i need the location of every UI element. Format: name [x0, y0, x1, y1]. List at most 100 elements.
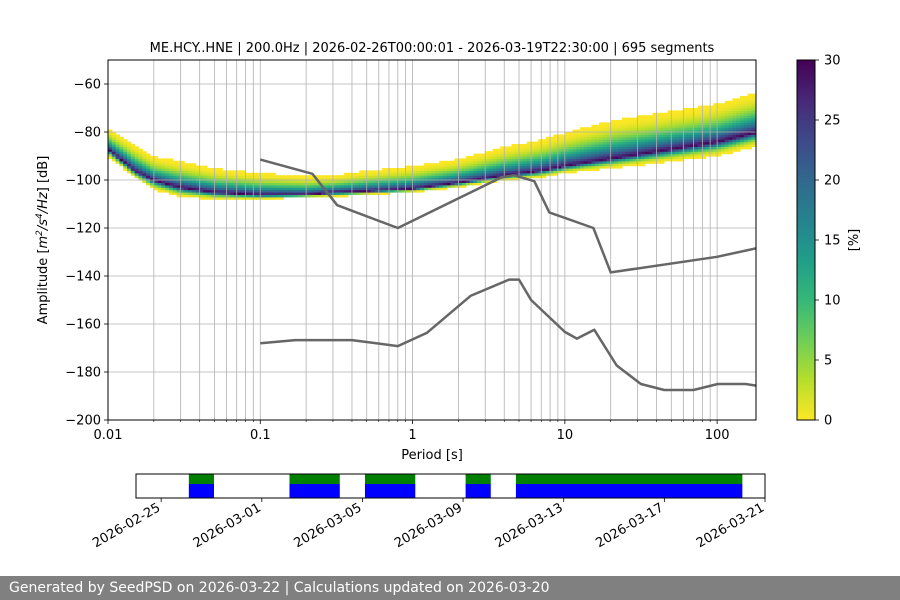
heatmap-cell: [465, 182, 471, 186]
heatmap-cell: [222, 184, 227, 188]
heatmap-cell: [233, 175, 239, 179]
heatmap-cell: [317, 194, 322, 198]
heatmap-cell: [496, 156, 501, 159]
heatmap-cell: [423, 180, 429, 183]
heatmap-cell: [519, 170, 524, 174]
heatmap-cell: [713, 103, 718, 107]
heatmap-cell: [458, 177, 463, 181]
heatmap-cell: [195, 180, 200, 183]
heatmap-cell: [477, 170, 482, 174]
heatmap-cell: [290, 192, 296, 195]
heatmap-cell: [709, 122, 714, 126]
heatmap-cell: [271, 180, 277, 183]
heatmap-cell: [549, 144, 555, 147]
heatmap-cell: [621, 153, 627, 157]
heatmap-cell: [203, 165, 208, 169]
heatmap-cell: [389, 170, 395, 174]
heatmap-cell: [705, 127, 711, 131]
heatmap-cell: [686, 115, 692, 119]
heatmap-cell: [355, 182, 360, 186]
heatmap-cell: [530, 156, 535, 159]
heatmap-cell: [473, 153, 478, 157]
heatmap-cell: [302, 189, 307, 193]
heatmap-cell: [146, 168, 151, 171]
heatmap-cell: [682, 122, 688, 126]
heatmap-cell: [690, 120, 695, 123]
heatmap-cell: [248, 182, 254, 186]
heatmap-cell: [705, 122, 711, 126]
heatmap-cell: [267, 180, 273, 183]
heatmap-cell: [389, 184, 395, 188]
heatmap-cell: [111, 156, 117, 159]
footer-text: Generated by SeedPSD on 2026-03-22 | Cal…: [9, 580, 550, 596]
heatmap-cell: [142, 172, 147, 176]
heatmap-cell: [305, 182, 311, 186]
heatmap-cell: [363, 180, 368, 183]
heatmap-cell: [172, 168, 178, 171]
heatmap-cell: [545, 148, 551, 152]
heatmap-cell: [203, 182, 208, 186]
heatmap-cell: [663, 146, 669, 150]
heatmap-cell: [366, 172, 372, 176]
heatmap-cell: [648, 122, 654, 126]
plot-frame: [107, 59, 757, 421]
heatmap-cell: [637, 148, 642, 152]
heatmap-cell: [492, 172, 497, 176]
heatmap-cell: [660, 153, 665, 157]
heatmap-cell: [572, 134, 577, 138]
heatmap-cell: [404, 177, 410, 181]
heatmap-cell: [717, 151, 722, 155]
heatmap-cell: [549, 153, 555, 157]
heatmap-cell: [553, 156, 558, 159]
heatmap-cell: [625, 144, 631, 147]
heatmap-cell: [701, 148, 707, 152]
heatmap-cell: [736, 124, 741, 128]
heatmap-cell: [530, 144, 535, 147]
heatmap-cell: [161, 180, 166, 183]
heatmap-cell: [614, 148, 619, 152]
heatmap-cell: [717, 112, 722, 116]
heatmap-cell: [602, 160, 608, 164]
heatmap-cell: [542, 168, 547, 171]
heatmap-cell: [229, 172, 235, 176]
heatmap-cell: [542, 175, 547, 179]
heatmap-cell: [694, 120, 699, 123]
heatmap-cell: [130, 144, 136, 147]
heatmap-cell: [618, 124, 623, 128]
heatmap-cell: [610, 134, 615, 138]
heatmap-cell: [481, 168, 486, 171]
heatmap-cell: [557, 168, 562, 171]
heatmap-cell: [656, 127, 661, 131]
heatmap-cell: [599, 151, 604, 155]
heatmap-cell: [747, 132, 752, 135]
heatmap-cell: [606, 139, 612, 143]
heatmap-cell: [454, 168, 459, 171]
heatmap-cell: [732, 110, 737, 114]
heatmap-cell: [633, 156, 638, 159]
heatmap-cell: [553, 160, 558, 164]
heatmap-cell: [191, 168, 197, 171]
heatmap-cell: [698, 146, 703, 150]
heatmap-cell: [682, 136, 688, 140]
heatmap-cell: [439, 160, 444, 164]
heatmap-cell: [610, 139, 615, 143]
heatmap-cell: [564, 136, 570, 140]
heatmap-cell: [686, 146, 692, 150]
heatmap-cell: [652, 144, 657, 147]
heatmap-cell: [648, 120, 654, 123]
heatmap-cell: [401, 172, 406, 176]
heatmap-cell: [652, 139, 657, 143]
heatmap-cell: [229, 180, 235, 183]
heatmap-cell: [576, 168, 581, 171]
heatmap-cell: [736, 141, 741, 145]
heatmap-cell: [184, 194, 189, 198]
heatmap-cell: [561, 168, 566, 171]
heatmap-cell: [252, 187, 258, 191]
heatmap-cell: [660, 124, 665, 128]
heatmap-cell: [621, 146, 627, 150]
heatmap-cell: [241, 187, 246, 191]
heatmap-cell: [488, 163, 494, 167]
heatmap-cell: [538, 156, 543, 159]
heatmap-cell: [698, 136, 703, 140]
heatmap-cell: [553, 172, 558, 176]
